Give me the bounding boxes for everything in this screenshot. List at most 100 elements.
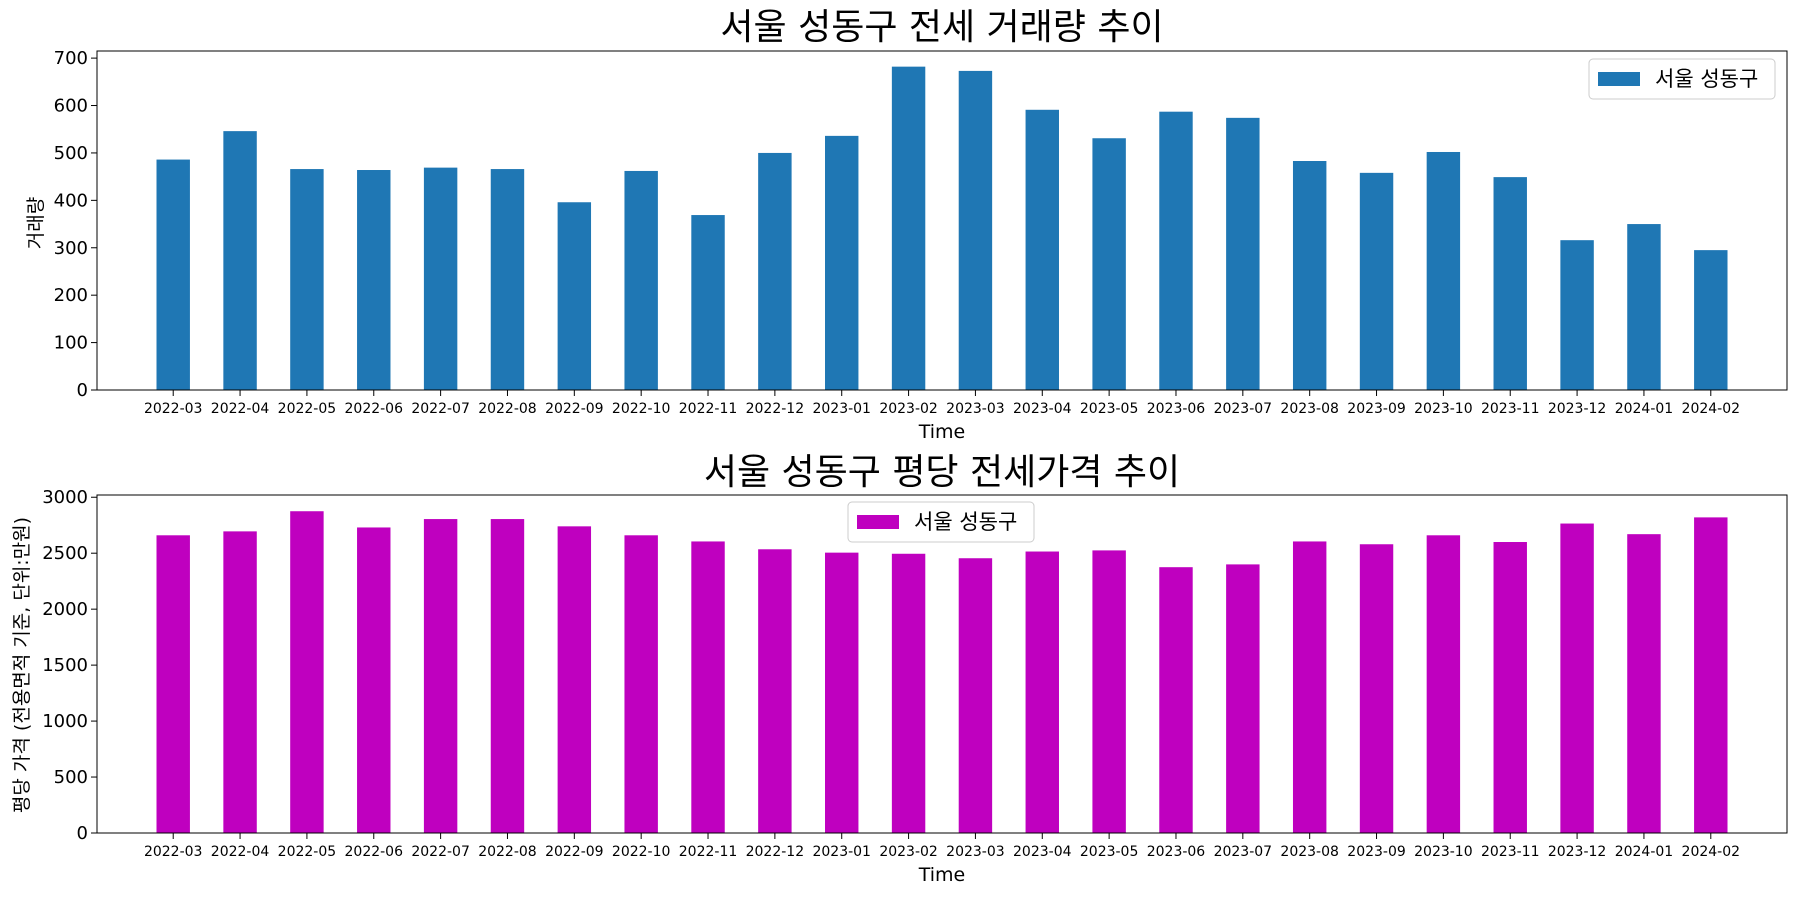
x-tick-label: 2022-03 xyxy=(144,844,203,860)
bar-2024-01 xyxy=(1627,534,1661,833)
y-axis-label: 거래량 xyxy=(25,197,47,249)
y-tick-label: 0 xyxy=(77,380,88,401)
price-per-pyeong-chart: 서울 성동구 평당 전세가격 추이 평당 가격 (전용면적 기준, 단위:만원)… xyxy=(11,452,1788,886)
x-tick-label: 2023-03 xyxy=(946,844,1005,860)
bar-2022-11 xyxy=(691,215,725,390)
bar-2024-02 xyxy=(1694,250,1728,390)
x-tick-label: 2022-08 xyxy=(478,401,537,417)
bar-2023-11 xyxy=(1493,177,1527,390)
x-tick-label: 2023-09 xyxy=(1347,401,1406,417)
bar-2022-10 xyxy=(624,535,658,833)
y-axis-label: 평당 가격 (전용면적 기준, 단위:만원) xyxy=(11,517,33,813)
y-axis-ticks: 0 500 1000 1500 2000 2500 3000 xyxy=(42,487,97,844)
bar-2022-12 xyxy=(758,152,792,390)
x-tick-label: 2022-09 xyxy=(545,844,604,860)
y-tick-label: 300 xyxy=(54,238,88,259)
legend-box xyxy=(1588,58,1776,100)
x-axis-ticks: 2022-03 2022-04 2022-05 2022-06 2022-07 2022-… xyxy=(144,390,1740,417)
x-tick-label: 2022-06 xyxy=(345,401,404,417)
legend-box xyxy=(847,501,1035,543)
x-axis-label: Time xyxy=(918,864,966,886)
bar-2022-08 xyxy=(490,519,525,833)
y-tick-label: 1000 xyxy=(42,711,88,732)
x-tick-label: 2023-04 xyxy=(1013,844,1072,860)
y-tick-label: 1500 xyxy=(42,655,88,676)
legend: 서울 성동구 xyxy=(847,501,1035,543)
bar-2022-05 xyxy=(290,511,324,833)
legend-swatch xyxy=(1598,72,1640,86)
bar-2023-09 xyxy=(1359,544,1394,833)
bar-2023-03 xyxy=(958,558,993,833)
bar-2022-09 xyxy=(557,202,592,390)
bar-2022-06 xyxy=(357,170,391,390)
x-tick-label: 2022-06 xyxy=(345,844,404,860)
x-tick-label: 2023-08 xyxy=(1280,401,1339,417)
x-tick-label: 2023-06 xyxy=(1147,401,1206,417)
y-tick-label: 3000 xyxy=(42,487,88,508)
x-tick-label: 2022-05 xyxy=(278,401,337,417)
legend-swatch xyxy=(857,515,899,529)
bar-2023-06 xyxy=(1159,567,1193,833)
bar-2023-08 xyxy=(1292,161,1327,390)
bar-2023-04 xyxy=(1025,551,1059,833)
bar-2023-05 xyxy=(1092,550,1126,833)
y-tick-label: 2500 xyxy=(42,543,88,564)
bar-2023-01 xyxy=(825,552,859,833)
bar-2023-03 xyxy=(958,70,993,390)
bar-2022-03 xyxy=(156,535,190,833)
chart-title: 서울 성동구 평당 전세가격 추이 xyxy=(704,452,1180,493)
x-axis-ticks: 2022-03 2022-04 2022-05 2022-06 2022-07 2022-… xyxy=(144,833,1740,860)
x-tick-label: 2022-11 xyxy=(679,844,738,860)
y-tick-label: 200 xyxy=(54,285,88,306)
bar-2023-07 xyxy=(1226,117,1260,390)
bar-2022-09 xyxy=(557,526,592,833)
x-tick-label: 2023-12 xyxy=(1548,401,1607,417)
legend: 서울 성동구 xyxy=(1588,58,1776,100)
bar-2023-02 xyxy=(891,553,926,833)
x-tick-label: 2024-01 xyxy=(1615,401,1674,417)
bar-2023-11 xyxy=(1493,542,1527,833)
bar-2022-07 xyxy=(423,519,458,833)
bar-2022-10 xyxy=(624,170,658,390)
bar-2022-07 xyxy=(423,167,458,390)
x-tick-label: 2022-07 xyxy=(411,401,470,417)
x-tick-label: 2024-02 xyxy=(1682,401,1741,417)
x-tick-label: 2023-02 xyxy=(879,844,938,860)
y-tick-label: 100 xyxy=(54,333,88,354)
x-tick-label: 2022-04 xyxy=(211,401,270,417)
x-tick-label: 2023-09 xyxy=(1347,844,1406,860)
x-tick-label: 2023-08 xyxy=(1280,844,1339,860)
x-tick-label: 2022-07 xyxy=(411,844,470,860)
y-axis-ticks: 0 100 200 300 400 500 600 700 xyxy=(54,48,97,401)
bar-2022-06 xyxy=(357,527,391,833)
plot-frame xyxy=(96,494,1788,834)
bar-series xyxy=(156,66,1728,391)
x-tick-label: 2023-11 xyxy=(1481,401,1540,417)
x-tick-label: 2023-04 xyxy=(1013,401,1072,417)
bar-2023-02 xyxy=(891,66,926,391)
bar-2023-10 xyxy=(1426,151,1461,390)
x-tick-label: 2023-10 xyxy=(1414,401,1473,417)
bar-2023-08 xyxy=(1292,541,1327,833)
bar-2022-04 xyxy=(223,531,257,833)
x-tick-label: 2023-06 xyxy=(1147,844,1206,860)
x-tick-label: 2022-09 xyxy=(545,401,604,417)
x-tick-label: 2023-02 xyxy=(879,401,938,417)
x-tick-label: 2022-11 xyxy=(679,401,738,417)
y-tick-label: 500 xyxy=(54,143,88,164)
y-tick-label: 500 xyxy=(54,767,88,788)
y-tick-label: 2000 xyxy=(42,599,88,620)
x-tick-label: 2024-02 xyxy=(1682,844,1741,860)
transaction-volume-chart: 서울 성동구 전세 거래량 추이 거래량 Time 0 100 200 300 400 5… xyxy=(25,7,1788,443)
plot-frame xyxy=(96,50,1788,391)
x-tick-label: 2024-01 xyxy=(1615,844,1674,860)
legend-label: 서울 성동구 xyxy=(914,510,1017,534)
bar-2023-10 xyxy=(1426,535,1461,833)
bar-2023-06 xyxy=(1159,111,1193,390)
bar-2022-03 xyxy=(156,159,190,390)
x-tick-label: 2023-11 xyxy=(1481,844,1540,860)
x-tick-label: 2022-10 xyxy=(612,844,671,860)
x-tick-label: 2023-05 xyxy=(1080,844,1139,860)
y-tick-label: 0 xyxy=(77,823,88,844)
